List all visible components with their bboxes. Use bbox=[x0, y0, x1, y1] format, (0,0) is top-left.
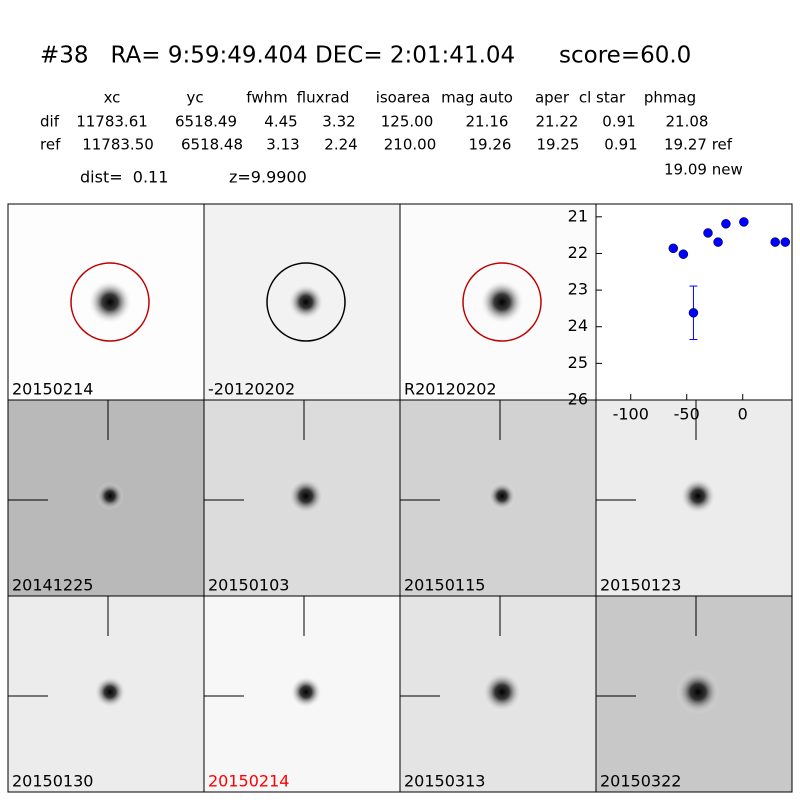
source bbox=[290, 676, 322, 708]
column-header: cl star bbox=[579, 89, 626, 107]
source bbox=[88, 280, 132, 324]
stamp-label: -20120202 bbox=[208, 380, 295, 399]
table-cell: 21.22 bbox=[536, 113, 579, 131]
source bbox=[676, 670, 720, 714]
column-header: aper bbox=[535, 89, 570, 107]
table-cell: 11783.50 bbox=[82, 136, 154, 154]
y-tick-label: 22 bbox=[568, 243, 588, 262]
stamp-label: R20120202 bbox=[404, 380, 497, 399]
point bbox=[770, 237, 780, 247]
y-tick-label: 23 bbox=[568, 280, 588, 299]
y-tick-label: 26 bbox=[568, 390, 588, 409]
table-cell: 21.08 bbox=[666, 113, 709, 131]
source bbox=[480, 280, 524, 324]
column-header: mag auto bbox=[441, 89, 513, 107]
stamp-label: 20141225 bbox=[12, 576, 93, 595]
table-cell: 21.16 bbox=[466, 113, 509, 131]
point bbox=[668, 243, 679, 254]
source bbox=[94, 676, 126, 708]
title: #38 RA= 9:59:49.404 DEC= 2:01:41.04 scor… bbox=[40, 43, 691, 69]
stamp-label: 20150214 bbox=[12, 380, 93, 399]
point bbox=[713, 237, 723, 247]
stamp-label: 20150103 bbox=[208, 576, 289, 595]
table-cell: 19.25 bbox=[537, 136, 580, 154]
stamp-label: 20150123 bbox=[600, 576, 681, 595]
table-cell: 0.91 bbox=[604, 136, 637, 154]
point bbox=[721, 219, 731, 229]
point bbox=[678, 249, 689, 259]
table-cell: 6518.48 bbox=[181, 136, 243, 154]
table-cell: 11783.61 bbox=[76, 113, 148, 131]
y-tick-label: 21 bbox=[568, 206, 588, 225]
phmag-new: 19.09 new bbox=[664, 161, 743, 179]
aperture bbox=[70, 262, 150, 342]
stamp-label: 20150130 bbox=[12, 772, 93, 791]
table-cell: 0.91 bbox=[602, 113, 635, 131]
table-cell: 19.27 ref bbox=[664, 136, 733, 154]
stamp-label: 20150313 bbox=[404, 772, 485, 791]
stamp-label: 20150322 bbox=[600, 772, 681, 791]
z: z=9.9900 bbox=[229, 168, 307, 187]
table-cell: dif bbox=[40, 113, 60, 131]
point bbox=[688, 308, 699, 318]
aperture bbox=[462, 262, 542, 342]
point bbox=[780, 237, 791, 247]
table-cell: ref bbox=[40, 136, 61, 154]
column-header: xc bbox=[104, 89, 121, 107]
x-tick-label: -100 bbox=[613, 405, 649, 424]
x-tick-label: -50 bbox=[674, 405, 700, 424]
table-cell: 2.24 bbox=[324, 136, 357, 154]
table-cell: 19.26 bbox=[469, 136, 512, 154]
table-cell: 125.00 bbox=[381, 113, 434, 131]
table-cell: 4.45 bbox=[264, 113, 297, 131]
column-header: isoarea bbox=[376, 89, 431, 107]
dist: dist= 0.11 bbox=[80, 168, 168, 187]
column-header: yc bbox=[186, 89, 203, 107]
y-tick-label: 25 bbox=[568, 353, 588, 372]
source bbox=[680, 478, 716, 514]
table-cell: 6518.49 bbox=[175, 113, 237, 131]
stamp-label: 20150214 bbox=[208, 772, 289, 791]
source bbox=[288, 478, 324, 514]
point bbox=[703, 228, 713, 238]
stamp-label: 20150115 bbox=[404, 576, 485, 595]
y-tick-label: 24 bbox=[568, 316, 588, 335]
column-header: fwhm bbox=[246, 89, 287, 107]
source bbox=[288, 284, 324, 320]
source bbox=[96, 482, 124, 510]
aperture bbox=[266, 262, 346, 342]
source bbox=[488, 482, 516, 510]
plot-area bbox=[595, 203, 793, 401]
table-cell: 3.32 bbox=[322, 113, 355, 131]
column-header: phmag bbox=[644, 89, 696, 107]
table-cell: 210.00 bbox=[384, 136, 437, 154]
source bbox=[482, 672, 522, 712]
point bbox=[739, 217, 749, 227]
table-cell: 3.13 bbox=[266, 136, 299, 154]
column-header: fluxrad bbox=[297, 89, 350, 107]
x-tick-label: 0 bbox=[738, 405, 748, 424]
